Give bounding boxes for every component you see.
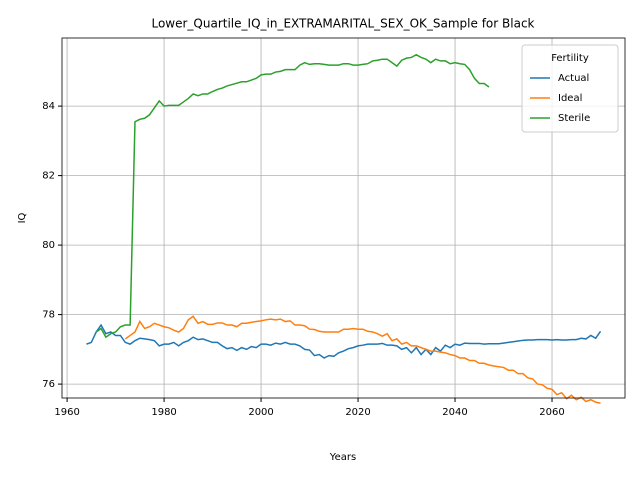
x-tick-label: 1980 <box>151 407 176 418</box>
chart-title: Lower_Quartile_IQ_in_EXTRAMARITAL_SEX_OK… <box>151 17 534 31</box>
legend-title: Fertility <box>551 53 589 64</box>
legend-label: Sterile <box>558 113 590 124</box>
x-tick-label: 2000 <box>248 407 273 418</box>
y-axis-label: IQ <box>17 212 28 223</box>
y-tick-label: 78 <box>42 310 55 321</box>
x-tick-label: 2040 <box>442 407 467 418</box>
x-tick-label: 2060 <box>539 407 564 418</box>
x-tick-label: 2020 <box>345 407 370 418</box>
legend-label: Ideal <box>558 93 582 104</box>
series-line <box>124 315 601 404</box>
x-axis-label: Years <box>329 452 356 463</box>
y-tick-label: 76 <box>42 379 55 390</box>
plot-frame <box>61 37 626 399</box>
legend-label: Actual <box>558 73 589 84</box>
y-tick-label: 82 <box>42 171 55 182</box>
x-tick-label: 1960 <box>54 407 79 418</box>
series-line <box>86 323 602 359</box>
y-tick-label: 84 <box>42 101 55 112</box>
y-tick-label: 80 <box>42 240 55 251</box>
series-line <box>95 53 490 339</box>
legend-box <box>521 44 619 133</box>
